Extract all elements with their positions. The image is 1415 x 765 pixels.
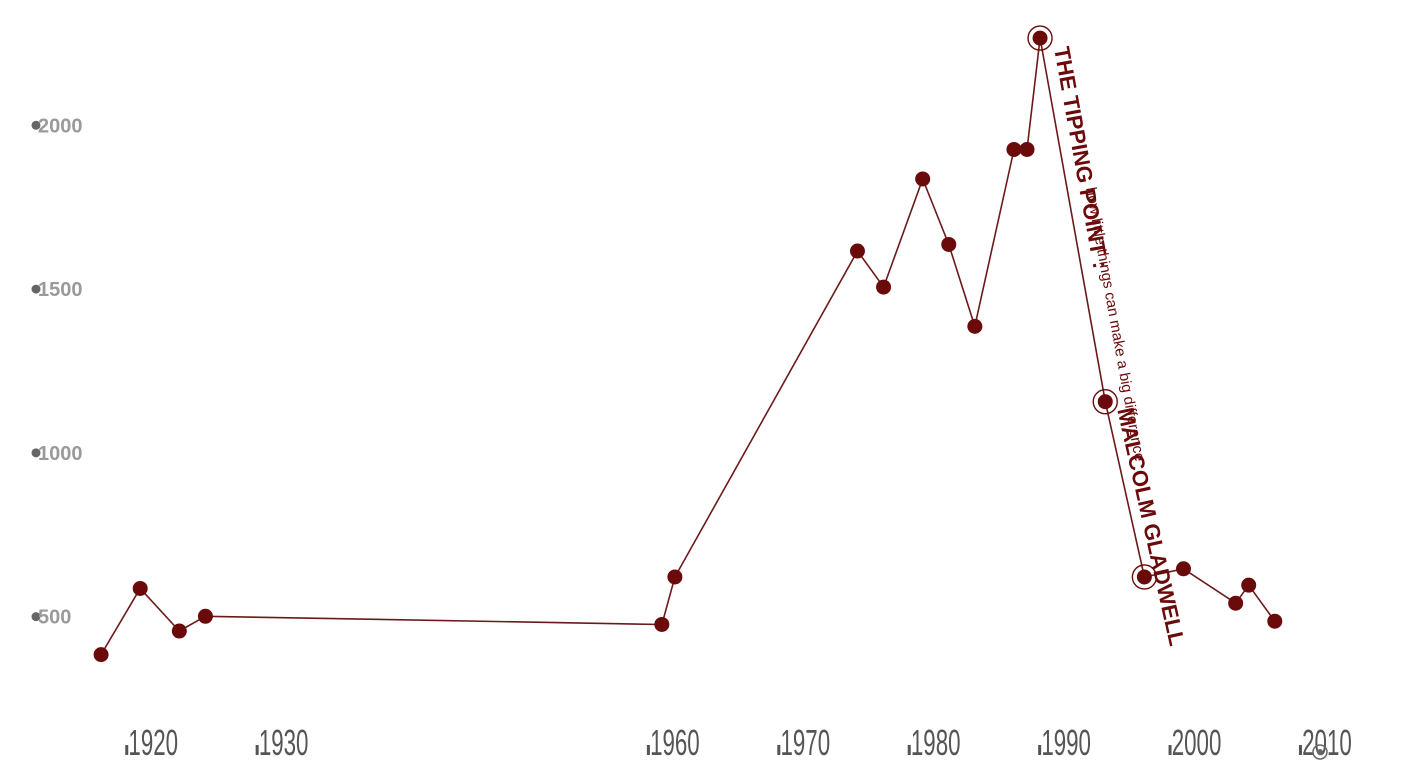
highlight-ring (1131, 564, 1158, 590)
data-point (1032, 30, 1048, 46)
data-point (849, 243, 865, 259)
y-tick-label: 500 (38, 607, 71, 629)
data-point (132, 580, 148, 596)
data-point (915, 171, 931, 187)
y-tick-marker (31, 284, 41, 294)
x-tick-mark (646, 745, 650, 755)
data-point (941, 236, 957, 252)
data-point (967, 318, 983, 334)
data-point (667, 569, 683, 585)
highlight-ring (1027, 25, 1053, 51)
x-tick-label: 1960 (650, 724, 700, 764)
corner-marker-dot (1317, 749, 1323, 755)
highlight-ring (1092, 389, 1118, 415)
x-tick-mark (777, 745, 781, 755)
data-point (654, 616, 670, 632)
y-tick-label: 2000 (38, 115, 83, 137)
x-axis-ticks: 1920 1930 1960 1970 1980 1990 2000 2010 (125, 724, 1352, 764)
y-tick-label: 1000 (38, 443, 83, 465)
x-tick-mark (255, 745, 259, 755)
y-tick-marker (31, 120, 41, 130)
data-point (171, 623, 187, 639)
data-point (1241, 577, 1257, 593)
y-tick-label: 1500 (38, 279, 83, 301)
data-point (1019, 141, 1035, 157)
data-point (1136, 569, 1152, 585)
data-point (1267, 613, 1283, 629)
highlight-halos (1027, 25, 1158, 590)
corner-marker (1312, 744, 1328, 760)
y-axis-ticks: 500 1000 1500 2000 (31, 115, 83, 629)
data-point (197, 608, 213, 624)
y-tick-marker (31, 448, 41, 458)
data-point (1228, 595, 1244, 611)
data-point (1006, 141, 1022, 157)
x-tick-label: 2000 (1172, 724, 1222, 764)
x-tick-mark (125, 745, 129, 755)
x-tick-label: 1930 (259, 724, 309, 764)
annotation-author: MALCOLM GLADWELL (1112, 405, 1189, 648)
x-tick-mark (1038, 745, 1042, 755)
series-line (100, 37, 1276, 656)
x-tick-label: 1990 (1041, 724, 1091, 764)
data-point (876, 279, 892, 295)
x-tick-mark (1298, 745, 1302, 755)
data-point (1176, 561, 1192, 577)
x-tick-mark (907, 745, 911, 755)
data-point (1097, 394, 1113, 410)
x-tick-label: 2010 (1302, 724, 1352, 764)
data-points (93, 30, 1283, 663)
x-tick-mark (1168, 745, 1172, 755)
y-tick-marker (31, 612, 41, 622)
annotations: THE TIPPING POINT : how little things ca… (1049, 45, 1190, 649)
x-tick-label: 1970 (780, 724, 830, 764)
x-tick-label: 1920 (128, 724, 178, 764)
data-point (93, 647, 109, 663)
x-tick-label: 1980 (911, 724, 961, 764)
